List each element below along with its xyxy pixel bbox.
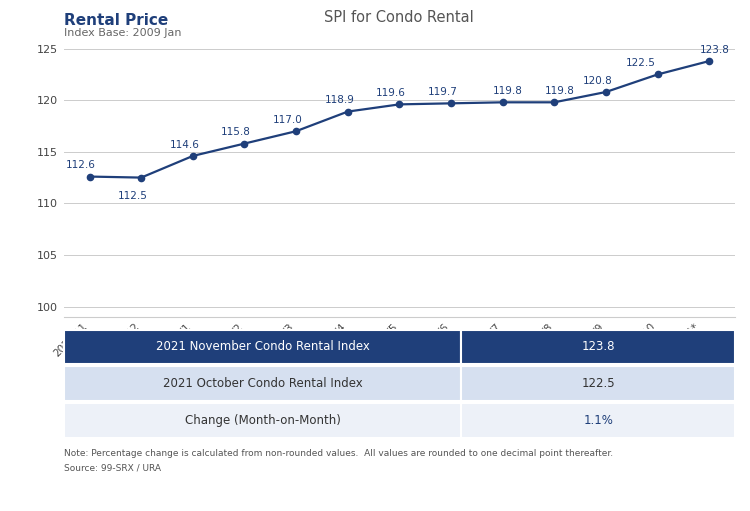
Text: 118.9: 118.9 [325,96,354,105]
Text: Note: Percentage change is calculated from non-rounded values.  All values are r: Note: Percentage change is calculated fr… [64,449,613,458]
Text: 123.8: 123.8 [700,45,730,55]
Text: Change (Month-on-Month): Change (Month-on-Month) [184,414,340,427]
Text: 122.5: 122.5 [626,58,656,68]
Text: 119.7: 119.7 [427,87,458,97]
Text: 2021 October Condo Rental Index: 2021 October Condo Rental Index [163,377,362,390]
Text: 119.8: 119.8 [545,86,574,96]
Text: 119.8: 119.8 [494,86,524,96]
Text: 112.6: 112.6 [66,160,96,171]
Text: 120.8: 120.8 [583,76,613,86]
Text: 2021 November Condo Rental Index: 2021 November Condo Rental Index [155,340,370,354]
Text: 112.5: 112.5 [118,191,148,201]
Text: 114.6: 114.6 [170,140,200,150]
Text: 123.8: 123.8 [581,340,615,354]
Text: Source: 99-SRX / URA: Source: 99-SRX / URA [64,463,160,473]
Text: 122.5: 122.5 [581,377,615,390]
Text: Rental Price: Rental Price [64,13,168,28]
Text: 119.6: 119.6 [376,88,406,98]
Text: 115.8: 115.8 [221,127,251,137]
Title: SPI for Condo Rental: SPI for Condo Rental [325,10,474,25]
Text: Index Base: 2009 Jan: Index Base: 2009 Jan [64,28,182,38]
Text: 1.1%: 1.1% [584,414,613,427]
Text: 117.0: 117.0 [273,115,303,125]
